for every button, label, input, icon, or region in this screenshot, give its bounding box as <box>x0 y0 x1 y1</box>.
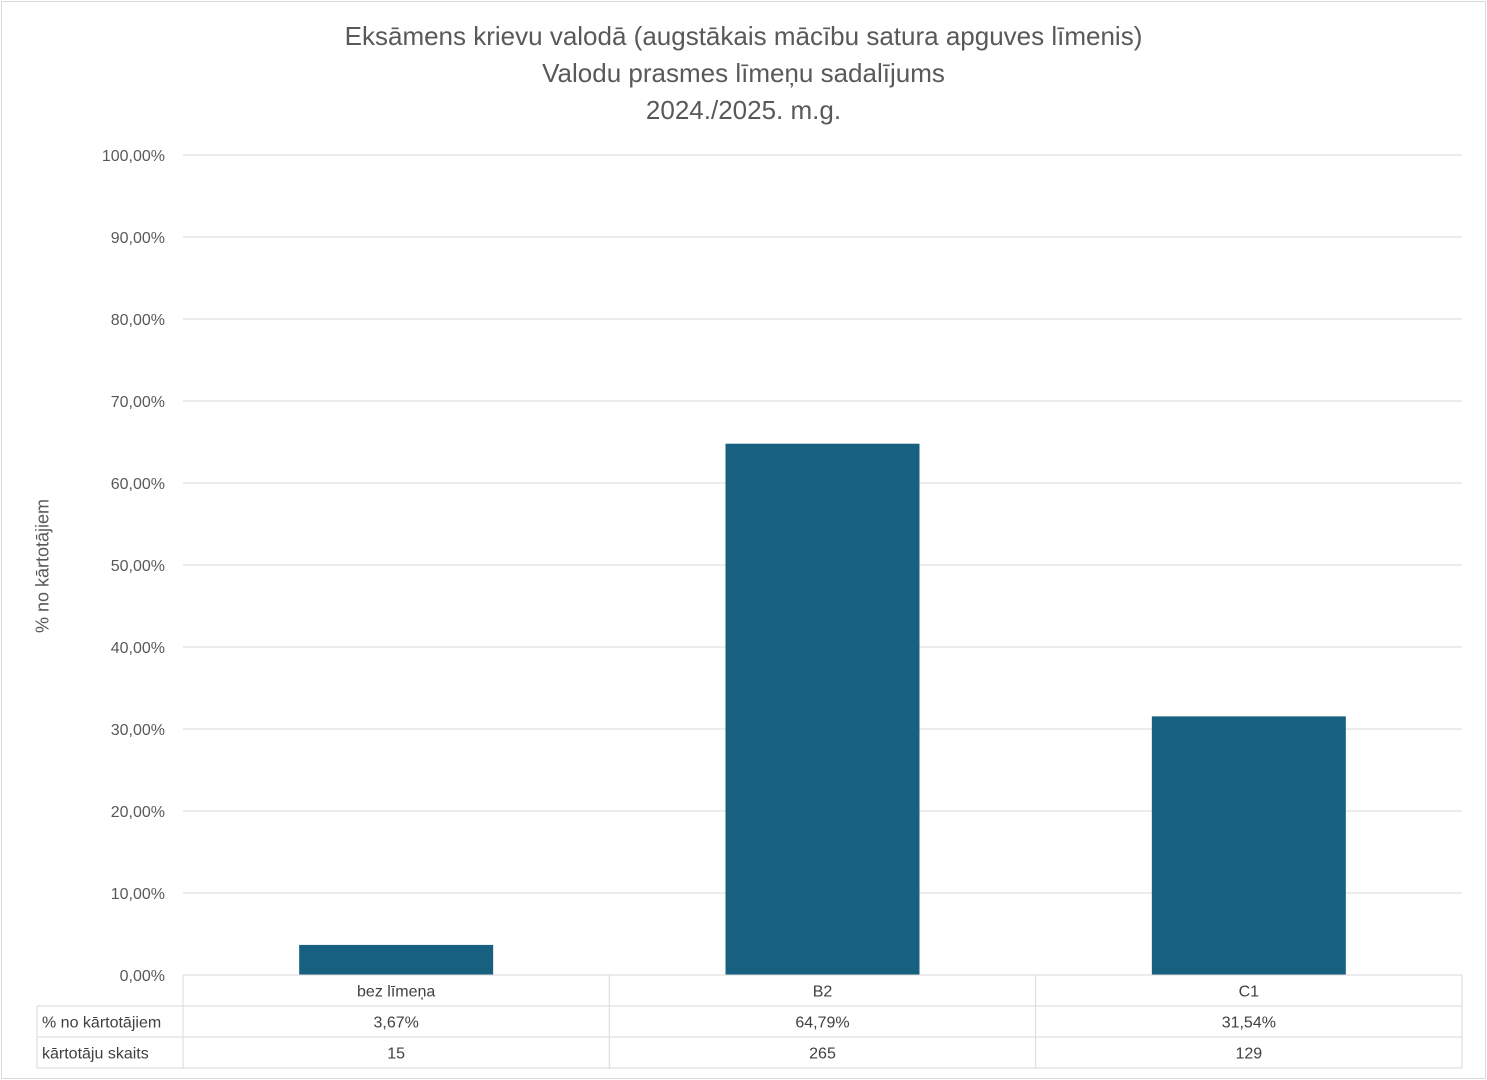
y-tick-label: 40,00% <box>111 640 165 657</box>
table-cell: 3,67% <box>373 1015 418 1032</box>
y-tick-label: 100,00% <box>102 148 165 165</box>
table-row-label: % no kārtotājiem <box>42 1015 161 1032</box>
chart-title-line-3: 2024./2025. m.g. <box>645 95 842 125</box>
data-table: bez līmeņa B2 C1 % no kārtotājiem 3,67% 64,79… <box>36 974 1463 1069</box>
y-tick-label: 30,00% <box>111 722 165 739</box>
y-tick-label: 60,00% <box>111 476 165 493</box>
y-tick-label: 50,00% <box>111 558 165 575</box>
y-tick-label: 0,00% <box>120 968 165 985</box>
chart-title: Eksāmens krievu valodā (augstākais mācīb… <box>0 18 1487 129</box>
chart-title-line-1: Eksāmens krievu valodā (augstākais mācīb… <box>344 21 1143 51</box>
y-tick-label: 10,00% <box>111 886 165 903</box>
table-cell: 129 <box>1235 1046 1262 1063</box>
x-tick-label: C1 <box>1239 984 1260 1001</box>
y-axis-ticks: 0,00% 10,00% 20,00% 30,00% 40,00% 50,00% 60,00… <box>102 148 165 985</box>
table-cell: 31,54% <box>1222 1015 1276 1032</box>
bar-bez-līmeņa <box>299 944 494 975</box>
x-tick-label: B2 <box>813 984 833 1001</box>
y-tick-label: 80,00% <box>111 312 165 329</box>
bar-c1 <box>1151 716 1346 975</box>
y-tick-label: 20,00% <box>111 804 165 821</box>
y-tick-label: 90,00% <box>111 230 165 247</box>
table-cell: 15 <box>387 1046 405 1063</box>
table-cell: 265 <box>809 1046 836 1063</box>
table-row-label: kārtotāju skaits <box>42 1046 149 1063</box>
table-cell: 64,79% <box>795 1015 849 1032</box>
bar-b2 <box>725 443 920 975</box>
y-tick-label: 70,00% <box>111 394 165 411</box>
chart-title-line-2: Valodu prasmes līmeņu sadalījums <box>542 58 945 88</box>
bars <box>299 443 1346 975</box>
x-tick-label: bez līmeņa <box>357 984 435 1001</box>
